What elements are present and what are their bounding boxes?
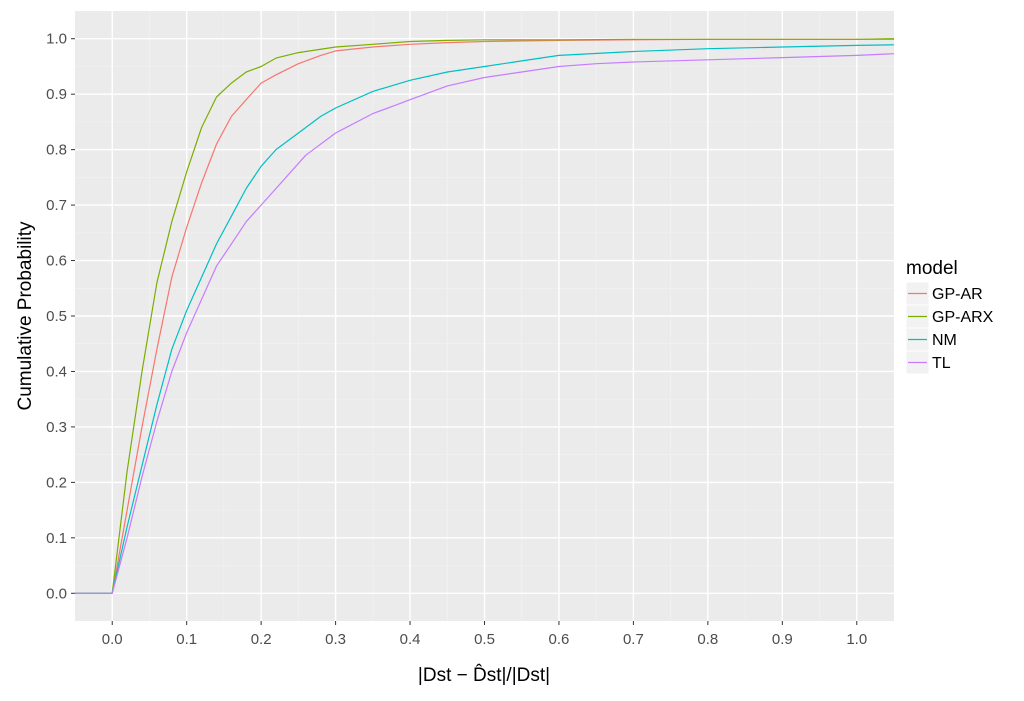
y-tick-label: 0.1 xyxy=(46,530,67,547)
x-tick-label: 0.7 xyxy=(623,631,644,648)
y-tick-label: 0.3 xyxy=(46,419,67,436)
series-line-gp-arx xyxy=(75,38,895,594)
y-tick-label: 0.7 xyxy=(46,197,67,214)
y-tick-label: 0.4 xyxy=(46,363,67,380)
legend-label-gp-ar: GP-AR xyxy=(932,286,983,303)
y-axis: 0.0 0.1 0.2 0.3 0.4 0.5 0.6 0.7 0.8 0.9 1.0 xyxy=(46,31,75,602)
x-tick-label: 0.3 xyxy=(325,631,346,648)
legend-label-tl: TL xyxy=(932,355,951,372)
legend-title: model xyxy=(906,258,958,279)
legend-label-gp-arx: GP-ARX xyxy=(932,309,994,326)
series-line-nm xyxy=(75,44,895,594)
x-tick-label: 0.2 xyxy=(251,631,272,648)
y-tick-label: 0.2 xyxy=(46,474,67,491)
series-lines xyxy=(75,38,895,594)
x-tick-label: 0.6 xyxy=(549,631,570,648)
y-tick-label: 0.9 xyxy=(46,86,67,103)
series-line-tl xyxy=(75,53,895,594)
x-tick-label: 1.0 xyxy=(846,631,867,648)
y-tick-label: 0.8 xyxy=(46,142,67,159)
x-tick-label: 0.5 xyxy=(474,631,495,648)
y-tick-label: 0.5 xyxy=(46,308,67,325)
x-tick-label: 0.1 xyxy=(176,631,197,648)
y-tick-label: 0.0 xyxy=(46,585,67,602)
y-tick-label: 1.0 xyxy=(46,31,67,48)
x-tick-label: 0.8 xyxy=(697,631,718,648)
x-tick-label: 0.0 xyxy=(102,631,123,648)
y-axis-title: Cumulative Probability xyxy=(15,221,36,411)
legend-label-nm: NM xyxy=(932,332,957,349)
x-tick-label: 0.9 xyxy=(772,631,793,648)
x-axis: 0.0 0.1 0.2 0.3 0.4 0.5 0.6 0.7 0.8 0.9 1.0 xyxy=(102,621,867,648)
y-tick-label: 0.6 xyxy=(46,253,67,270)
x-axis-title: |Dst − D̂st|/|Dst| xyxy=(418,664,550,686)
legend: model GP-AR GP-ARX NM TL xyxy=(905,258,994,375)
x-tick-label: 0.4 xyxy=(400,631,421,648)
